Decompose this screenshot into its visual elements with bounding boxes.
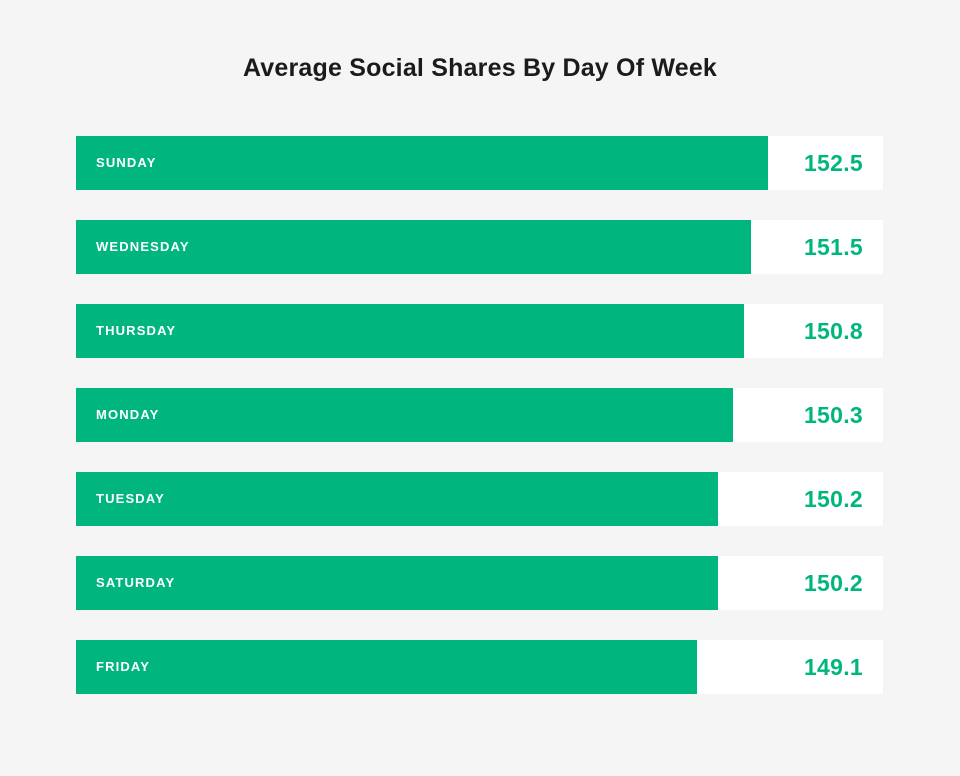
bar-fill bbox=[76, 136, 769, 190]
bar-row: TUESDAY 150.2 bbox=[76, 472, 883, 526]
bar-category-label: MONDAY bbox=[96, 407, 160, 422]
bar-row: SUNDAY 152.5 bbox=[76, 136, 883, 190]
chart-title: Average Social Shares By Day Of Week bbox=[242, 54, 718, 82]
bar-value-label: 151.5 bbox=[803, 234, 863, 260]
bar-value-label: 150.2 bbox=[803, 486, 863, 512]
bar-value-label: 149.1 bbox=[803, 654, 863, 680]
bar-category-label: SATURDAY bbox=[96, 575, 176, 590]
bar-fill bbox=[76, 556, 719, 610]
bar-fill bbox=[76, 304, 745, 358]
bar-category-label: THURSDAY bbox=[96, 323, 177, 338]
bar-fill bbox=[76, 220, 752, 274]
bar-fill bbox=[76, 388, 733, 442]
bar-rows-list: SUNDAY 152.5 WEDNESDAY 151.5 THURSDAY 15… bbox=[76, 136, 883, 694]
bar-value-label: 152.5 bbox=[803, 150, 863, 176]
bar-value-label: 150.8 bbox=[803, 318, 863, 344]
bar-category-label: FRIDAY bbox=[96, 659, 151, 674]
bar-category-label: SUNDAY bbox=[96, 155, 157, 170]
bar-fill bbox=[76, 640, 697, 694]
bar-category-label: TUESDAY bbox=[96, 491, 165, 506]
bar-value-label: 150.2 bbox=[803, 570, 863, 596]
bar-value-label: 150.3 bbox=[803, 402, 863, 428]
bar-row: MONDAY 150.3 bbox=[76, 388, 883, 442]
bar-row: SATURDAY 150.2 bbox=[76, 556, 883, 610]
bar-fill bbox=[76, 472, 719, 526]
bar-row: WEDNESDAY 151.5 bbox=[76, 220, 883, 274]
bar-category-label: WEDNESDAY bbox=[96, 239, 190, 254]
bar-row: THURSDAY 150.8 bbox=[76, 304, 883, 358]
bar-row: FRIDAY 149.1 bbox=[76, 640, 883, 694]
